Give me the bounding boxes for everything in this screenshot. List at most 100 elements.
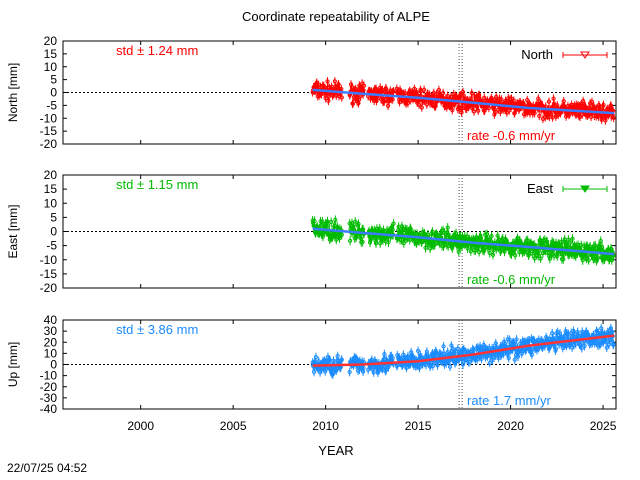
observation-point [593,243,598,248]
observation-point [579,346,584,351]
observation-point [313,355,319,360]
observation-point [434,350,439,355]
observation-point [437,241,442,246]
observation-point [450,346,455,351]
observation-point [469,90,474,96]
observation-point [361,83,367,88]
observation-point [583,104,588,109]
y-tick-label: -20 [40,281,58,295]
observation-point [586,258,591,263]
observation-point [404,365,409,370]
rate-annotation: rate -0.6 mm/yr [467,128,556,143]
rate-annotation: rate 1.7 mm/yr [467,393,551,408]
y-tick-label: -20 [40,380,58,394]
observation-point [555,254,560,259]
observation-point [532,256,537,261]
observation-point [601,102,606,108]
observation-point [545,239,550,244]
x-axis-label: YEAR [318,443,353,458]
y-axis-label: North [mm] [6,63,20,122]
observation-point [583,254,588,259]
observation-point [391,221,396,226]
observation-point [360,239,365,245]
observation-point [339,86,344,92]
y-axis-label: East [mm] [6,204,20,258]
trend-line [312,227,615,256]
observation-point [422,87,427,92]
observation-point [604,345,609,350]
observation-point [540,251,546,256]
observation-point [513,253,518,258]
observation-point [312,218,317,224]
y-tick-label: 10 [44,60,58,74]
y-tick-label: 40 [44,313,58,327]
observation-point [525,97,530,103]
observation-point [538,256,543,261]
observation-point [511,98,516,103]
legend-marker [580,51,590,59]
observation-point [339,95,344,100]
observation-point [477,92,482,98]
observation-point [339,357,344,362]
observation-point [386,240,391,245]
observation-point [350,101,356,106]
observation-point [356,221,361,227]
observation-point [455,346,460,351]
observation-point [391,89,396,94]
observation-point [504,110,509,115]
observation-point [467,359,472,365]
y-tick-label: -15 [40,124,58,138]
observation-point [537,113,542,119]
observation-point [493,109,498,114]
y-tick-label: 10 [44,346,58,360]
observation-point [514,337,519,342]
observation-point [390,97,395,102]
observation-point [323,369,328,374]
observation-point [460,362,466,367]
observation-point [489,233,494,239]
observation-point [441,344,446,349]
observation-point [397,100,402,105]
y-tick-label: 15 [44,182,58,196]
y-tick-label: 5 [50,210,57,224]
observation-point [325,222,331,228]
observation-point [336,82,341,87]
observation-point [550,331,555,336]
observation-point [403,91,408,96]
legend-label: North [521,47,553,62]
y-tick-label: -30 [40,391,58,405]
y-tick-label: -15 [40,267,58,281]
y-tick-label: -10 [40,111,58,125]
y-tick-label: 20 [44,34,58,48]
observations [310,323,616,379]
x-tick-label: 2015 [405,419,432,433]
y-tick-label: 15 [44,47,58,61]
observation-point [606,342,612,347]
y-tick-label: -10 [40,369,58,383]
y-tick-label: 0 [50,358,57,372]
std-annotation: std ± 3.86 mm [116,322,198,337]
observation-point [337,236,342,241]
y-tick-label: 10 [44,196,58,210]
rate-annotation: rate -0.6 mm/yr [467,272,556,287]
observation-point [445,225,450,230]
observation-point [570,236,575,241]
y-tick-label: 0 [50,225,57,239]
observation-point [512,247,517,253]
observations [310,215,616,266]
observation-point [553,346,558,351]
observation-point [459,110,464,115]
observation-point [562,237,567,242]
observation-point [477,249,482,255]
observation-point [581,98,586,104]
legend-marker [580,185,590,193]
observation-point [484,232,490,237]
observation-point [478,236,484,241]
observation-point [333,217,338,223]
observation-point [578,342,583,347]
observation-point [609,258,614,263]
observation-point [444,232,449,238]
observation-point [472,94,477,99]
observation-point [469,97,474,102]
